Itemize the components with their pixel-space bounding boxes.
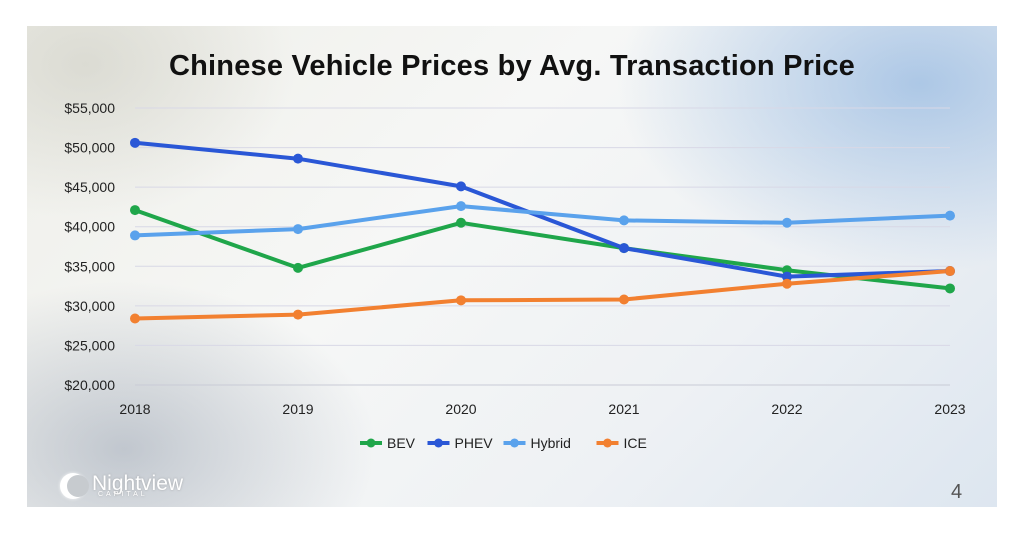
data-point-hybrid: [293, 224, 303, 235]
data-point-ice: [130, 313, 140, 324]
x-tick-label: 2022: [771, 401, 802, 417]
legend-label-hybrid: Hybrid: [531, 435, 571, 451]
x-tick-label: 2018: [119, 401, 150, 417]
crescent-moon-icon: [60, 473, 89, 499]
legend-marker-hybrid: [510, 438, 519, 448]
data-point-ice: [456, 295, 466, 306]
y-tick-label: $55,000: [64, 100, 115, 116]
series-points: [130, 137, 955, 324]
chart-title: Chinese Vehicle Prices by Avg. Transacti…: [168, 50, 856, 82]
series-line-hybrid: [133, 204, 952, 238]
legend-label-ice: ICE: [624, 435, 647, 451]
series-line-ice: [133, 269, 952, 321]
y-axis-ticks: $20,000 $25,000 $30,000 $35,000 $40,000 $45,0…: [64, 100, 115, 393]
data-point-phev: [456, 181, 466, 192]
legend: BEV PHEV Hybrid ICE: [360, 435, 647, 451]
y-tick-label: $30,000: [64, 298, 115, 314]
y-tick-label: $45,000: [64, 179, 115, 195]
data-point-hybrid: [945, 210, 955, 221]
legend-marker-ice: [603, 438, 612, 448]
legend-label-phev: PHEV: [455, 435, 494, 451]
legend-label-bev: BEV: [387, 435, 416, 451]
series-line-phev: [133, 140, 952, 279]
data-point-bev: [456, 217, 466, 228]
data-point-ice: [619, 294, 629, 305]
data-point-phev: [619, 243, 629, 254]
data-point-ice: [782, 278, 792, 289]
y-tick-label: $25,000: [64, 337, 115, 353]
y-tick-label: $40,000: [64, 219, 115, 235]
data-point-hybrid: [130, 230, 140, 241]
x-axis-ticks: 2018 2019 2020 2021 2022 2023: [119, 401, 965, 417]
x-tick-label: 2020: [445, 401, 476, 417]
legend-marker-bev: [366, 438, 376, 448]
data-point-hybrid: [782, 217, 792, 228]
data-point-hybrid: [456, 201, 466, 212]
y-tick-label: $20,000: [64, 377, 115, 393]
x-tick-label: 2019: [282, 401, 313, 417]
legend-marker-phev: [434, 438, 443, 448]
data-point-bev: [130, 205, 140, 216]
data-point-ice: [945, 266, 955, 277]
data-point-bev: [293, 262, 303, 273]
data-point-phev: [293, 153, 303, 164]
data-point-phev: [130, 137, 140, 148]
y-tick-label: $35,000: [64, 258, 115, 274]
gridlines: [135, 107, 950, 386]
data-point-hybrid: [619, 215, 629, 226]
data-point-phev: [782, 271, 792, 282]
x-tick-label: 2023: [934, 401, 965, 417]
page-number: 4: [951, 481, 963, 503]
series-line-bev: [133, 208, 952, 291]
y-tick-label: $50,000: [64, 140, 115, 156]
series-lines: [133, 140, 952, 321]
data-point-bev: [945, 283, 955, 294]
x-tick-label: 2021: [608, 401, 639, 417]
logo-subtext: CAPITAL: [98, 491, 148, 498]
nightview-logo: Nightview: [60, 470, 183, 502]
logo-text: Nightview: [92, 471, 184, 495]
data-point-ice: [293, 309, 303, 320]
